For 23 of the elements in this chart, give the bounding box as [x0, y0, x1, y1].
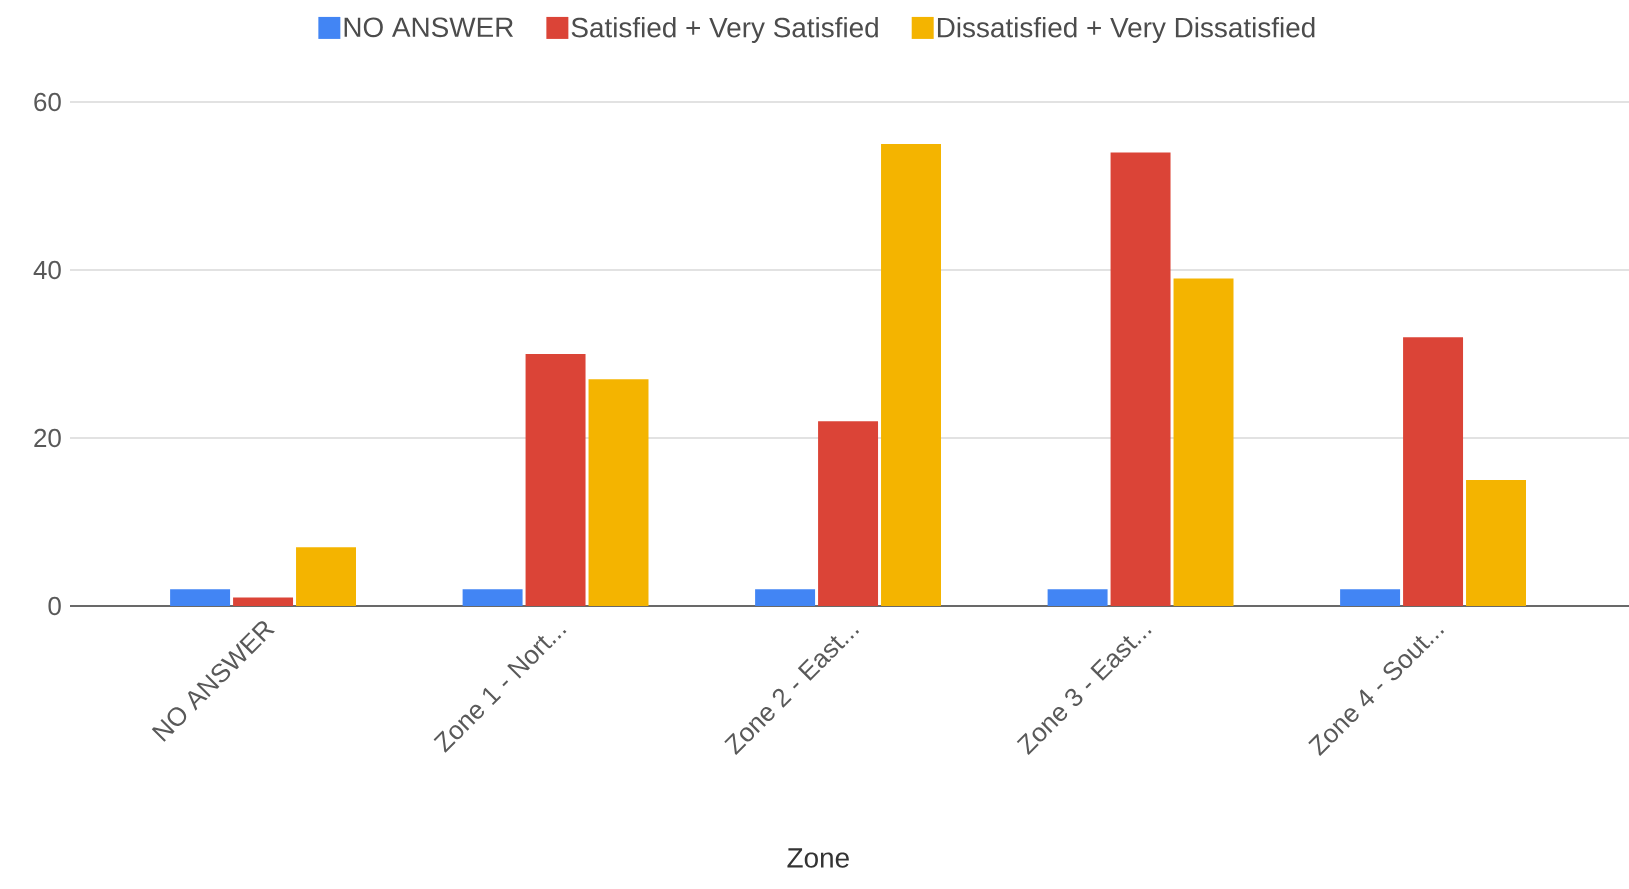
bar	[233, 597, 294, 606]
bar	[755, 589, 816, 606]
bar	[1047, 589, 1108, 606]
bar	[588, 379, 649, 606]
bar	[881, 144, 941, 606]
bar	[1173, 278, 1234, 606]
bar	[296, 547, 356, 606]
y-tick-label: 40	[33, 260, 61, 280]
bar	[462, 589, 523, 606]
legend-label: Satisfied + Very Satisfied	[571, 17, 878, 44]
y-tick-label: 0	[48, 596, 61, 616]
bar	[525, 354, 586, 606]
bar	[1340, 589, 1401, 606]
bar	[1403, 337, 1464, 606]
bar	[170, 589, 231, 606]
y-tick-label: 20	[34, 428, 61, 448]
legend-label: Dissatisfied + Very Dissatisfied	[937, 17, 1315, 44]
bar	[1110, 152, 1171, 606]
bar	[818, 421, 879, 606]
legend-label: NO ANSWER	[344, 17, 514, 38]
y-tick-label: 60	[34, 92, 61, 112]
bar	[1466, 480, 1526, 606]
x-axis-title: Zone	[787, 848, 849, 868]
